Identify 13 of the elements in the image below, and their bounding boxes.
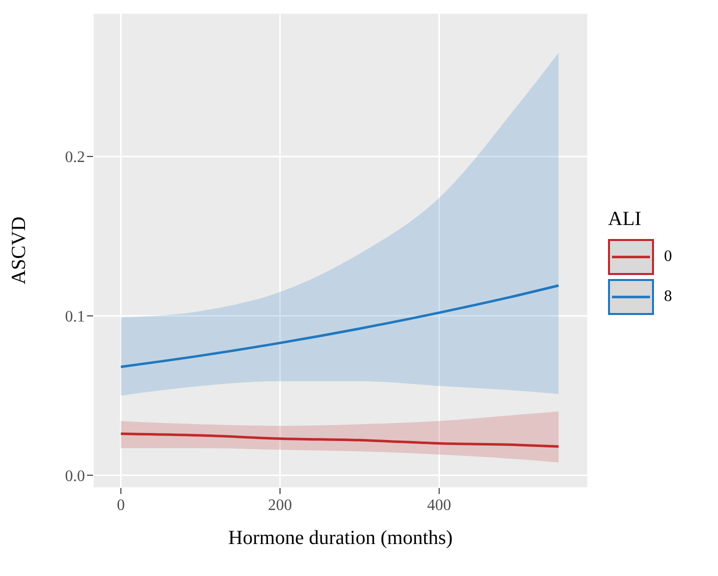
legend-title: ALI <box>608 208 642 231</box>
x-tick-label: 200 <box>268 497 292 514</box>
x-axis-title: Hormone duration (months) <box>228 527 453 549</box>
line-series <box>120 284 560 368</box>
y-tick-label: 0.1 <box>65 308 85 326</box>
line-series <box>120 432 560 448</box>
y-tick-label: 0.0 <box>65 468 85 485</box>
y-axis-title: ASCVD <box>8 216 30 284</box>
x-tick-label: 0 <box>116 497 125 514</box>
legend-label: 8 <box>664 288 672 306</box>
legend-label: 0 <box>664 248 672 266</box>
y-tick-label: 0.2 <box>65 149 85 166</box>
x-tick-label: 400 <box>427 497 452 514</box>
